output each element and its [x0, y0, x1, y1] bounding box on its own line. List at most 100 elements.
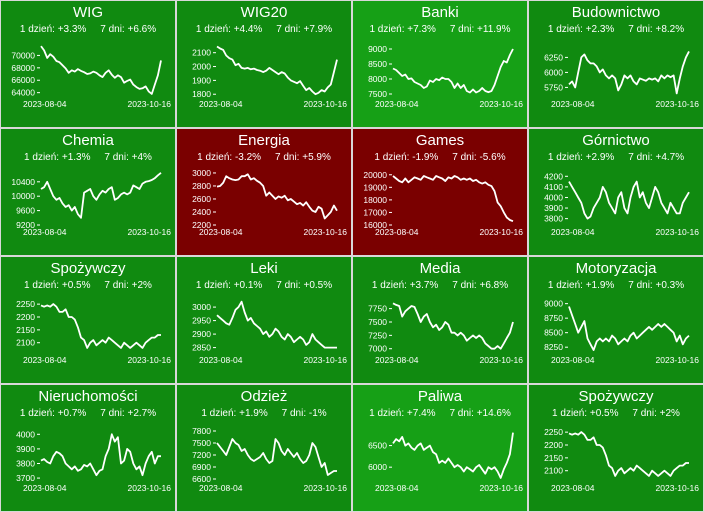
y-tick-label: 2000: [192, 62, 211, 72]
sector-tile-gornictwo-7: Górnictwo 1 dzień: +2.9% 7 dni: +4.7% 3800…: [528, 128, 704, 256]
y-tick-label: 18000: [363, 195, 387, 205]
sector-line-chart: 2100 2150 2200 2250 2023-08-04 2023-10-16: [16, 299, 171, 365]
sector-line-chart: 9200 9600 10000 10400 2023-08-04 2023-10-16: [11, 172, 171, 237]
change-1d-label: 1 dzień: +1.3%: [24, 152, 91, 163]
y-tick-label: 8750: [544, 313, 563, 323]
x-start-label: 2023-08-04: [23, 355, 67, 365]
change-1d-label: 1 dzień: +2.3%: [547, 24, 615, 35]
y-tick-label: 3000: [192, 168, 211, 178]
y-tick-label: 9200: [16, 220, 35, 230]
y-tick-label: 4200: [544, 171, 563, 181]
y-tick-label: 2600: [192, 194, 211, 204]
y-tick-label: 7500: [368, 89, 387, 99]
x-end-label: 2023-10-16: [128, 99, 172, 109]
x-end-label: 2023-10-16: [656, 355, 700, 365]
price-series-line: [392, 175, 514, 223]
y-tick-label: 68000: [11, 63, 35, 73]
price-series-line: [40, 45, 162, 95]
sector-change-stats: 1 dzień: +2.3% 7 dni: +8.2%: [529, 24, 703, 35]
y-tick-label: 20000: [363, 170, 387, 180]
price-series-line: [392, 432, 514, 479]
change-7d-label: 7 dni: +0.3%: [628, 280, 685, 291]
y-tick-label: 9600: [16, 206, 35, 216]
sector-change-stats: 1 dzień: +0.5% 7 dni: +2%: [529, 408, 703, 419]
sector-tile-games-6: Games 1 dzień: -1.9% 7 dni: -5.6% 16000 170…: [352, 128, 528, 256]
y-tick-label: 66000: [11, 75, 35, 85]
y-tick-label: 7500: [368, 317, 387, 327]
change-1d-label: 1 dzień: +2.9%: [547, 152, 615, 163]
sector-change-stats: 1 dzień: +0.1% 7 dni: +0.5%: [177, 280, 351, 291]
sector-title: Budownictwo: [571, 4, 661, 21]
sector-change-stats: 1 dzień: +1.3% 7 dni: +4%: [1, 152, 175, 163]
y-tick-label: 6000: [368, 462, 387, 472]
price-series-line: [568, 50, 690, 95]
price-series-line: [568, 180, 690, 220]
price-series-line: [392, 48, 514, 94]
sector-line-chart: 64000 66000 68000 70000 2023-08-04 2023-10-16: [11, 45, 172, 109]
x-start-label: 2023-08-04: [375, 483, 419, 493]
sector-line-chart: 8250 8500 8750 9000 2023-08-04 2023-10-16: [544, 299, 700, 365]
y-tick-label: 2100: [544, 466, 563, 476]
y-tick-label: 2250: [544, 427, 563, 437]
sector-line-chart: 5750 6000 6250 2023-08-04 2023-10-16: [544, 50, 699, 109]
sector-change-stats: 1 dzień: +4.4% 7 dni: +7.9%: [177, 24, 351, 35]
sector-title: Spożywczy: [578, 388, 654, 405]
x-end-label: 2023-10-16: [480, 227, 524, 237]
change-7d-label: 7 dni: +6.6%: [100, 24, 157, 35]
y-tick-label: 10000: [11, 191, 35, 201]
change-1d-label: 1 dzień: +3.7%: [371, 280, 439, 291]
y-tick-label: 3700: [16, 473, 35, 483]
y-tick-label: 2200: [192, 220, 211, 230]
sector-tile-chemia-4: Chemia 1 dzień: +1.3% 7 dni: +4% 9200 9600 1…: [0, 128, 176, 256]
y-tick-label: 2200: [16, 312, 35, 322]
y-tick-label: 7000: [368, 344, 387, 354]
y-tick-label: 5750: [544, 82, 563, 92]
y-tick-label: 4000: [544, 192, 563, 202]
y-tick-label: 2150: [16, 325, 35, 335]
change-7d-label: 7 dni: +4%: [104, 152, 152, 163]
price-series-line: [568, 306, 690, 351]
y-tick-label: 6250: [544, 52, 563, 62]
sector-line-chart: 7000 7250 7500 7750 2023-08-04 2023-10-16: [368, 302, 524, 365]
x-start-label: 2023-08-04: [23, 99, 67, 109]
sector-tile-wig-0: WIG 1 dzień: +3.3% 7 dni: +6.6% 64000 66000…: [0, 0, 176, 128]
sector-title: Leki: [250, 260, 278, 277]
x-start-label: 2023-08-04: [23, 483, 67, 493]
sector-change-stats: 1 dzień: +3.7% 7 dni: +6.8%: [353, 280, 527, 291]
sector-title: Spożywczy: [50, 260, 126, 277]
sector-tile-energia-5: Energia 1 dzień: -3.2% 7 dni: +5.9% 2200 24…: [176, 128, 352, 256]
y-tick-label: 6900: [192, 462, 211, 472]
change-1d-label: 1 dzień: +7.3%: [369, 24, 436, 35]
sector-title: Górnictwo: [582, 132, 650, 149]
price-series-line: [568, 431, 689, 477]
x-end-label: 2023-10-16: [656, 227, 700, 237]
sector-line-chart: 6600 6900 7200 7500 7800 2023-08-04 2023-10-16: [192, 426, 347, 493]
x-start-label: 2023-08-04: [551, 483, 595, 493]
sector-title: Motoryzacja: [575, 260, 657, 277]
x-start-label: 2023-08-04: [551, 227, 595, 237]
sector-tile-spozywczy-15: Spożywczy 1 dzień: +0.5% 7 dni: +2% 2100 21…: [528, 384, 704, 512]
y-tick-label: 2900: [192, 329, 211, 339]
x-end-label: 2023-10-16: [480, 355, 524, 365]
change-1d-label: 1 dzień: -3.2%: [197, 152, 262, 163]
sector-line-chart: 2200 2400 2600 2800 3000 2023-08-04 2023-10-16: [192, 168, 347, 237]
price-series-line: [392, 302, 514, 350]
y-tick-label: 2150: [544, 453, 563, 463]
sector-tile-spozywczy-8: Spożywczy 1 dzień: +0.5% 7 dni: +2% 2100 21…: [0, 256, 176, 384]
y-tick-label: 8000: [368, 74, 387, 84]
x-start-label: 2023-08-04: [375, 99, 419, 109]
sector-title: WIG: [73, 4, 103, 21]
sector-tile-budownictwo-3: Budownictwo 1 dzień: +2.3% 7 dni: +8.2% 57…: [528, 0, 704, 128]
change-1d-label: 1 dzień: +0.5%: [552, 408, 619, 419]
change-7d-label: 7 dni: +2.7%: [100, 408, 157, 419]
change-7d-label: 7 dni: +14.6%: [449, 408, 511, 419]
change-1d-label: 1 dzień: +1.9%: [201, 408, 268, 419]
x-start-label: 2023-08-04: [551, 355, 595, 365]
y-tick-label: 6000: [544, 67, 563, 77]
sector-title: Energia: [238, 132, 290, 149]
y-tick-label: 19000: [363, 182, 387, 192]
price-series-line: [216, 300, 337, 349]
y-tick-label: 9000: [368, 44, 387, 54]
x-start-label: 2023-08-04: [199, 355, 243, 365]
